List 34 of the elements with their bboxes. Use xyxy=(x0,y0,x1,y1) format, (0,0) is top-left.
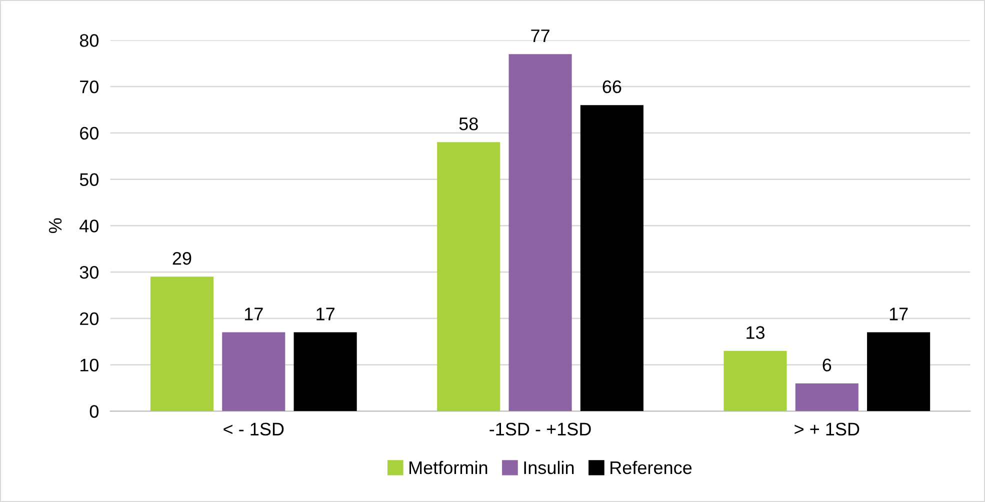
legend-label: Metformin xyxy=(410,460,488,474)
data-label: 17 xyxy=(890,308,908,320)
x-tick-label: < - 1SD xyxy=(224,422,284,436)
legend-label: Reference xyxy=(610,460,692,474)
bar xyxy=(222,332,286,412)
bar xyxy=(508,54,572,412)
data-label: 58 xyxy=(459,117,478,130)
data-label: 17 xyxy=(244,308,263,320)
y-axis-title: % xyxy=(48,218,62,234)
y-tick-label: 70 xyxy=(80,80,99,94)
y-tick-label: 60 xyxy=(80,126,99,140)
bar xyxy=(294,332,357,412)
x-tick-label: > + 1SD xyxy=(794,422,860,436)
data-label: 17 xyxy=(316,308,334,320)
legend-label: Insulin xyxy=(524,460,574,474)
bar xyxy=(150,276,214,412)
y-tick-label: 20 xyxy=(80,312,99,326)
bar xyxy=(580,105,644,412)
y-tick-label: 50 xyxy=(80,173,99,186)
y-tick-label: 40 xyxy=(80,220,99,232)
bar xyxy=(437,142,500,412)
y-tick-label: 80 xyxy=(80,34,99,47)
data-label: 66 xyxy=(602,80,622,94)
data-label: 29 xyxy=(172,252,192,265)
x-tick-label: -1SD - +1SD xyxy=(490,422,591,436)
data-label: 6 xyxy=(822,358,832,372)
y-tick-label: 10 xyxy=(80,358,99,372)
y-tick-label: 30 xyxy=(80,266,99,279)
bar xyxy=(795,383,858,412)
data-label: 77 xyxy=(531,30,550,42)
bar xyxy=(867,332,930,412)
y-tick-label: 0 xyxy=(90,405,99,418)
bar xyxy=(724,350,787,412)
data-label: 13 xyxy=(746,326,764,339)
